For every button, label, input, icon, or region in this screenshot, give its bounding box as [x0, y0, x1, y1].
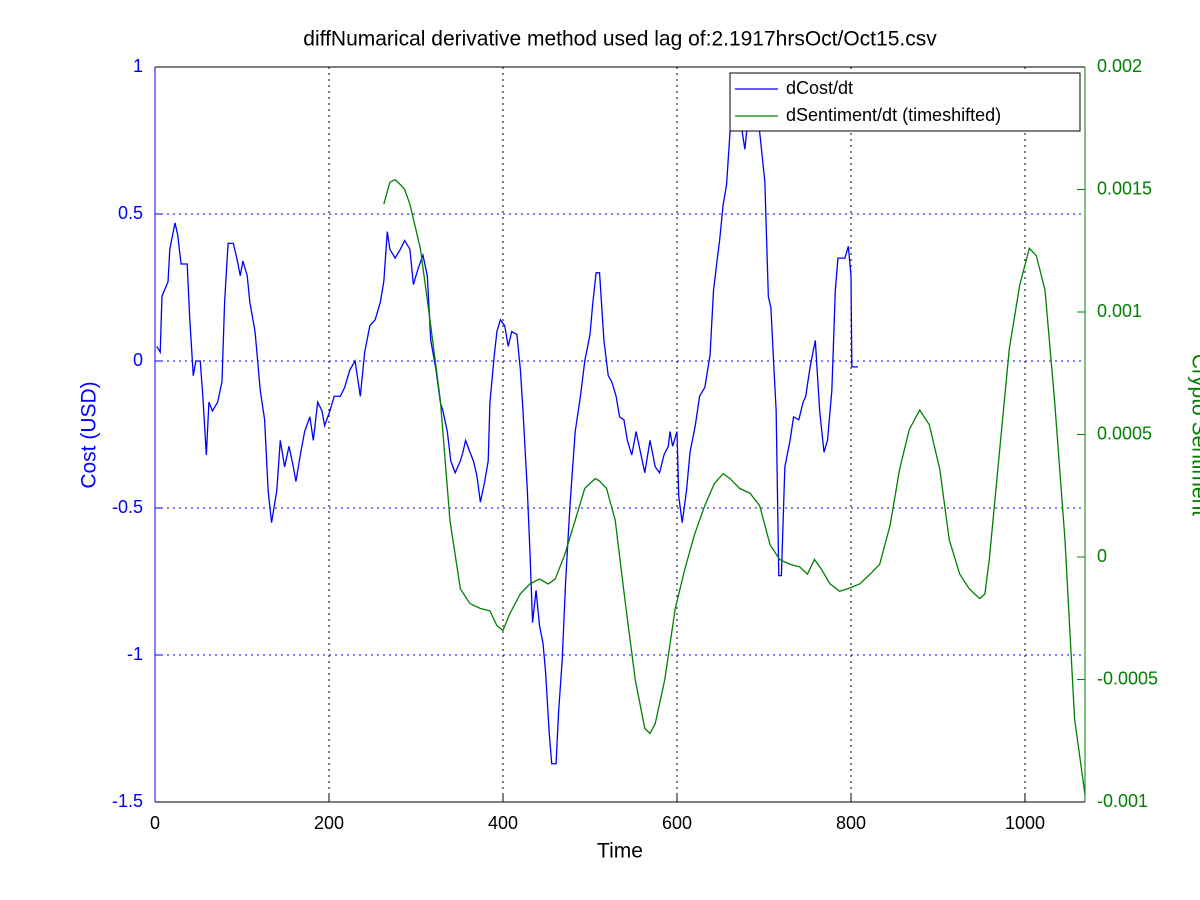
legend-box: [729, 72, 1081, 132]
x-tick-label: 600: [662, 813, 692, 833]
y-tick-label: 1: [133, 56, 143, 76]
y2-tick-label: 0.001: [1097, 301, 1142, 321]
y2-tick-label: 0.0015: [1097, 178, 1152, 198]
y-tick-label: 0: [133, 350, 143, 370]
y2-tick-label: -0.0005: [1097, 668, 1158, 688]
x-tick-label: 400: [488, 813, 518, 833]
y2-tick-label: 0: [1097, 546, 1107, 566]
y-tick-label: -1: [127, 644, 143, 664]
x-tick-label: 800: [836, 813, 866, 833]
x-tick-label: 1000: [1005, 813, 1045, 833]
y-tick-label: -0.5: [112, 497, 143, 517]
y2-tick-label: 0.002: [1097, 56, 1142, 76]
x-tick-label: 0: [150, 813, 160, 833]
y2-tick-label: -0.001: [1097, 791, 1148, 811]
series-line: [156, 95, 858, 765]
y-tick-label: -1.5: [112, 791, 143, 811]
y-tick-label: 0.5: [118, 203, 143, 223]
y2-axis-label: Crypto Sentiment: [1187, 354, 1200, 516]
x-axis-label: Time: [597, 840, 643, 863]
series-line: [383, 178, 1086, 795]
legend-label: dSentiment/dt (timeshifted): [786, 105, 1001, 125]
chart-title: diffNumarical derivative method used lag…: [303, 28, 937, 51]
y2-tick-label: 0.0005: [1097, 423, 1152, 443]
x-tick-label: 200: [314, 813, 344, 833]
y-axis-label: Cost (USD): [78, 381, 101, 488]
legend-label: dCost/dt: [786, 78, 853, 98]
